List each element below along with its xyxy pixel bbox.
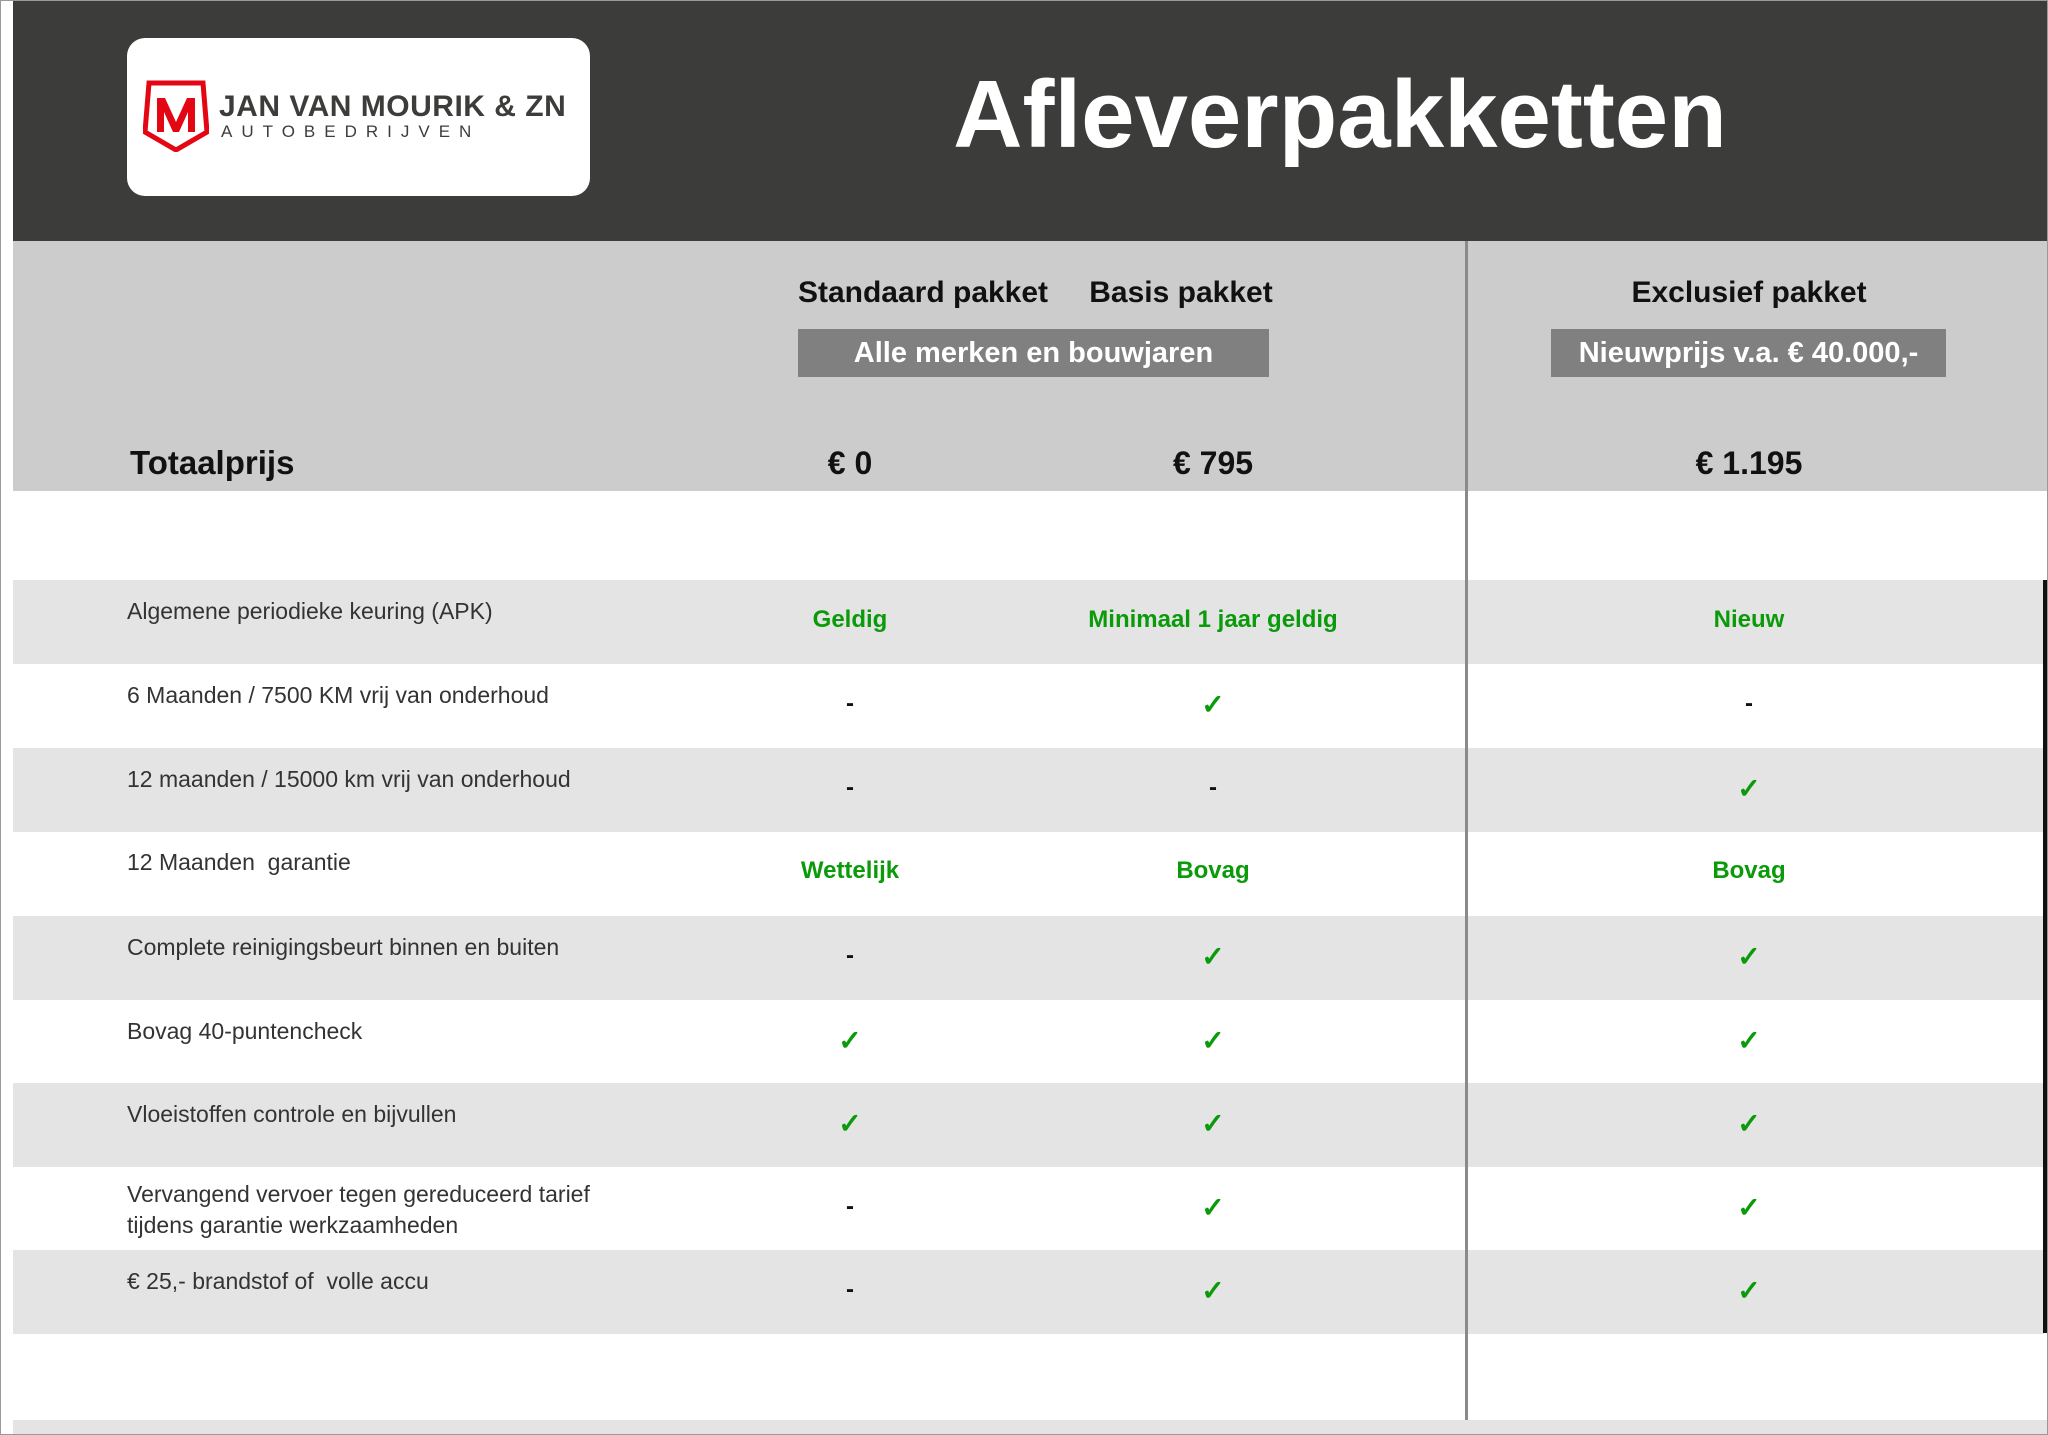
check-icon: ✓ xyxy=(838,1025,862,1056)
check-icon: ✓ xyxy=(1737,1025,1761,1056)
column-divider xyxy=(1465,241,1468,1435)
table-row: Vloeistoffen controle en bijvullen ✓ ✓ ✓ xyxy=(13,1083,2044,1167)
feature-value: Geldig xyxy=(812,606,888,633)
price-exclusief: € 1.195 xyxy=(1695,445,1803,481)
row-label: € 25,- brandstof of volle accu xyxy=(127,1268,429,1294)
table-row: € 25,- brandstof of volle accu - ✓ ✓ xyxy=(13,1250,2044,1334)
not-included-dash: - xyxy=(846,1193,854,1220)
badge-all-brands: Alle merken en bouwjaren xyxy=(798,329,1269,377)
check-icon: ✓ xyxy=(1737,1108,1761,1139)
table-row: 12 maanden / 15000 km vrij van onderhoud… xyxy=(13,748,2044,832)
logo-name: JAN VAN MOURIK & ZN xyxy=(219,90,567,123)
not-included-dash: - xyxy=(846,942,854,969)
row-label: Vloeistoffen controle en bijvullen xyxy=(127,1101,457,1127)
check-icon: ✓ xyxy=(1201,1192,1225,1223)
table-row: Bovag 40-puntencheck ✓ ✓ ✓ xyxy=(13,1000,2044,1084)
not-included-dash: - xyxy=(846,774,854,801)
right-border xyxy=(2043,580,2047,1333)
check-icon: ✓ xyxy=(1201,689,1225,720)
feature-value: Nieuw xyxy=(1713,606,1785,633)
row-label: Vervangend vervoer tegen gereduceerd tar… xyxy=(127,1181,590,1238)
logo: JAN VAN MOURIK & ZN AUTOBEDRIJVEN xyxy=(127,38,590,196)
not-included-dash: - xyxy=(1745,690,1753,717)
table-row: 12 Maanden garantie Wettelijk Bovag Bovag xyxy=(13,831,2044,915)
feature-value: Minimaal 1 jaar geldig xyxy=(1088,606,1338,633)
check-icon: ✓ xyxy=(838,1108,862,1139)
check-icon: ✓ xyxy=(1201,1108,1225,1139)
row-label: 12 Maanden garantie xyxy=(127,849,351,875)
check-icon: ✓ xyxy=(1201,1275,1225,1306)
bottom-strip xyxy=(13,1420,2048,1435)
not-included-dash: - xyxy=(846,1276,854,1303)
logo-subtitle: AUTOBEDRIJVEN xyxy=(221,122,481,141)
row-label: 6 Maanden / 7500 KM vrij van onderhoud xyxy=(127,682,549,708)
badge-exclusief-price: Nieuwprijs v.a. € 40.000,- xyxy=(1551,329,1946,377)
price-standaard: € 0 xyxy=(827,445,873,481)
check-icon: ✓ xyxy=(1737,1192,1761,1223)
feature-value: Bovag xyxy=(1176,857,1250,884)
table-row: Algemene periodieke keuring (APK) Geldig M… xyxy=(13,580,2044,664)
check-icon: ✓ xyxy=(1737,1275,1761,1306)
row-label: Algemene periodieke keuring (APK) xyxy=(127,598,493,624)
page-title: Afleverpakketten xyxy=(953,61,1727,168)
feature-value: Bovag xyxy=(1712,857,1786,884)
check-icon: ✓ xyxy=(1737,773,1761,804)
row-label: Complete reinigingsbeurt binnen en buite… xyxy=(127,934,560,960)
table-row: Vervangend vervoer tegen gereduceerd tar… xyxy=(13,1167,2044,1251)
check-icon: ✓ xyxy=(1737,941,1761,972)
row-label: 12 maanden / 15000 km vrij van onderhoud xyxy=(127,766,571,792)
row-label: Bovag 40-puntencheck xyxy=(127,1018,363,1044)
column-basis: Basis pakket xyxy=(1089,276,1273,309)
logo-shield-icon xyxy=(143,80,209,152)
feature-value: Wettelijk xyxy=(800,857,900,884)
total-label: Totaalprijs xyxy=(130,444,295,481)
not-included-dash: - xyxy=(1209,774,1217,801)
not-included-dash: - xyxy=(846,690,854,717)
table-row: 6 Maanden / 7500 KM vrij van onderhoud - ✓… xyxy=(13,664,2044,748)
check-icon: ✓ xyxy=(1201,941,1225,972)
table-row: Complete reinigingsbeurt binnen en buite… xyxy=(13,916,2044,1000)
price-basis: € 795 xyxy=(1172,445,1254,481)
column-standaard: Standaard pakket xyxy=(797,276,1049,309)
check-icon: ✓ xyxy=(1201,1025,1225,1056)
column-exclusief: Exclusief pakket xyxy=(1631,276,1867,309)
